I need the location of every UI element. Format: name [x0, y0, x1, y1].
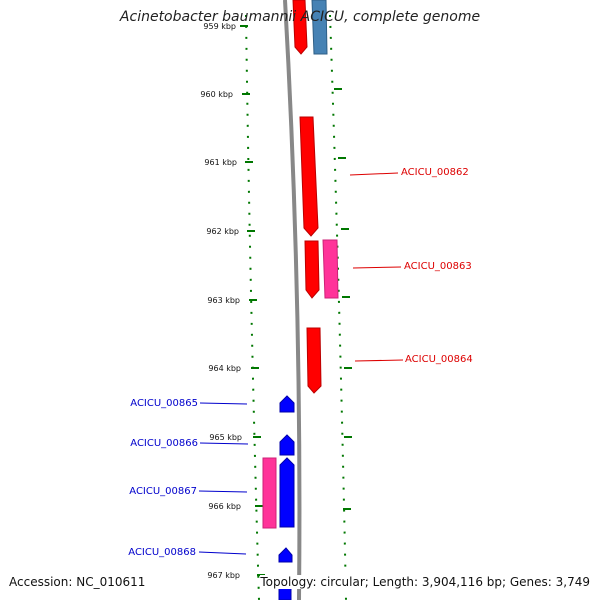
ruler-tick-label: 963 kbp [207, 296, 240, 305]
rna-feature[interactable] [322, 239, 339, 299]
label-leader [352, 266, 402, 269]
ruler-tick-label: 961 kbp [204, 158, 237, 167]
ruler-tick-label: 966 kbp [208, 502, 241, 511]
gene-arrow-ACICU_00862[interactable] [299, 116, 319, 237]
feature-bar[interactable] [311, 0, 328, 55]
gene-label-ACICU_00864[interactable]: ACICU_00864 [405, 354, 473, 365]
outer-right-guide [329, 14, 347, 600]
gene-label-ACICU_00868[interactable]: ACICU_00868 [128, 547, 196, 558]
label-leader [349, 172, 399, 176]
ruler-tick-label: 967 kbp [207, 571, 240, 580]
gene-label-ACICU_00866[interactable]: ACICU_00866 [130, 438, 198, 449]
inner-left-guide [245, 14, 260, 600]
gene-arrow-ACICU_00863[interactable] [304, 240, 320, 299]
gene-arrow-ACICU_00866[interactable] [279, 434, 295, 456]
gene-label-ACICU_00865[interactable]: ACICU_00865 [130, 398, 198, 409]
ruler-tick-label: 959 kbp [203, 22, 236, 31]
gene-arrow-ACICU_00865[interactable] [279, 395, 295, 413]
gene-arrow-ACICU_00868[interactable] [278, 547, 293, 563]
label-leader [199, 402, 248, 405]
ruler-tick-label: 962 kbp [206, 227, 239, 236]
label-leader [198, 551, 247, 555]
ruler-tick-label: 960 kbp [200, 90, 233, 99]
map-title: Acinetobacter baumannii ACICU, complete … [119, 9, 481, 25]
gene-labels: ACICU_00862 ACICU_00863 ACICU_00864 ACIC… [128, 167, 472, 558]
accession-text: Accession: NC_010611 [9, 575, 146, 589]
label-leader [199, 442, 249, 445]
gene-label-ACICU_00867[interactable]: ACICU_00867 [129, 486, 197, 497]
gene-arrow-ACICU_00867[interactable] [279, 457, 295, 528]
gene-arrow-ACICU_00864[interactable] [306, 327, 322, 394]
label-leader [354, 359, 404, 362]
gene-arrow[interactable] [292, 0, 308, 55]
rna-feature[interactable] [262, 457, 277, 529]
feature-track [262, 0, 339, 600]
ruler-tick-label: 965 kbp [209, 433, 242, 442]
topology-text: Topology: circular; Length: 3,904,116 bp… [260, 575, 590, 589]
gene-label-ACICU_00863[interactable]: ACICU_00863 [404, 261, 472, 272]
label-leader [198, 490, 248, 493]
genome-backbone [283, 0, 302, 600]
ruler-tick-label: 964 kbp [208, 364, 241, 373]
gene-label-ACICU_00862[interactable]: ACICU_00862 [401, 167, 469, 178]
